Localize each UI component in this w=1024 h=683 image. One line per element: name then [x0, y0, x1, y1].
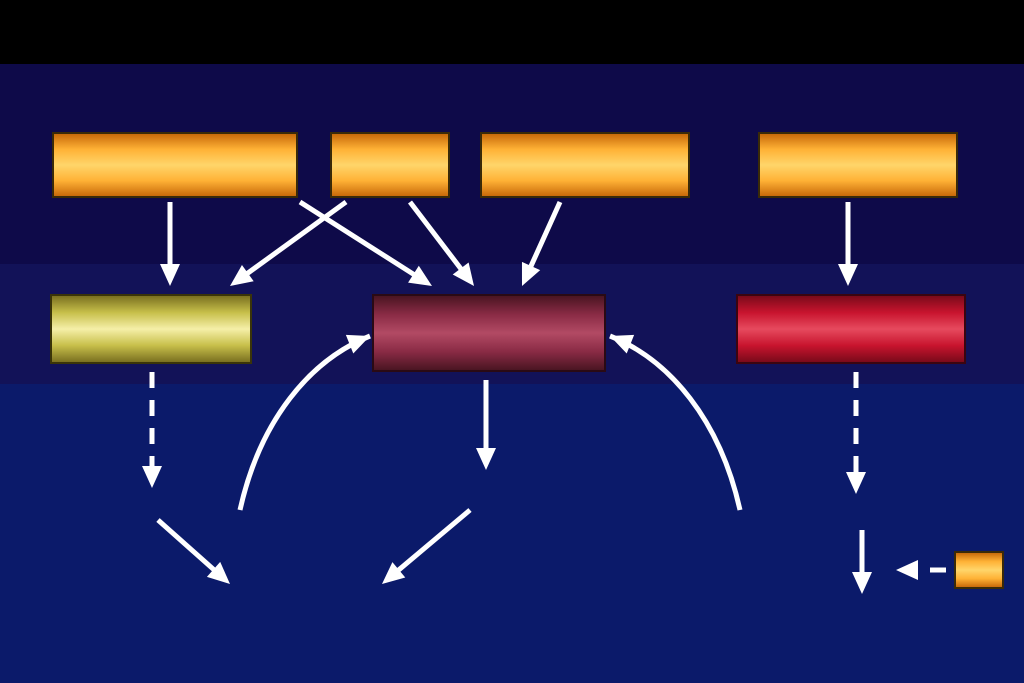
node-mid-left: [50, 294, 252, 364]
background-band-0: [0, 0, 1024, 64]
node-top-c: [480, 132, 690, 198]
node-top-b: [330, 132, 450, 198]
node-mid-center: [372, 294, 606, 372]
node-top-d: [758, 132, 958, 198]
node-top-a: [52, 132, 298, 198]
diagram-stage: [0, 0, 1024, 683]
background-band-3: [0, 384, 1024, 683]
node-mid-right: [736, 294, 966, 364]
node-small-orange: [954, 551, 1004, 589]
